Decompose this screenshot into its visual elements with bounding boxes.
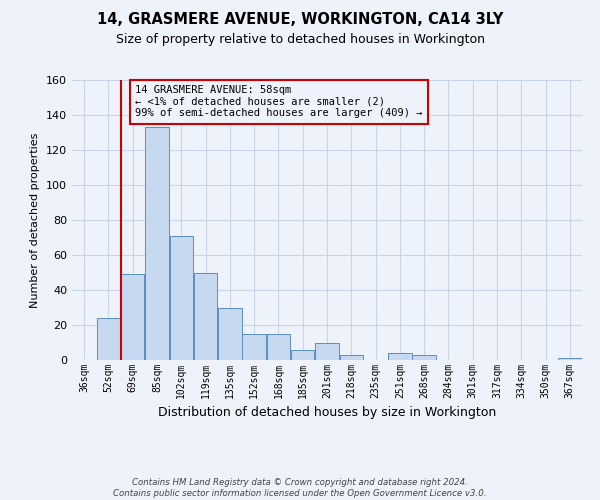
Bar bbox=[412, 355, 436, 360]
Text: 14 GRASMERE AVENUE: 58sqm
← <1% of detached houses are smaller (2)
99% of semi-d: 14 GRASMERE AVENUE: 58sqm ← <1% of detac… bbox=[135, 85, 422, 118]
Text: Size of property relative to detached houses in Workington: Size of property relative to detached ho… bbox=[115, 32, 485, 46]
Text: 14, GRASMERE AVENUE, WORKINGTON, CA14 3LY: 14, GRASMERE AVENUE, WORKINGTON, CA14 3L… bbox=[97, 12, 503, 28]
X-axis label: Distribution of detached houses by size in Workington: Distribution of detached houses by size … bbox=[158, 406, 496, 420]
Bar bbox=[145, 127, 169, 360]
Bar bbox=[194, 272, 217, 360]
Bar bbox=[266, 334, 290, 360]
Bar bbox=[340, 355, 363, 360]
Bar bbox=[170, 236, 193, 360]
Bar bbox=[291, 350, 314, 360]
Y-axis label: Number of detached properties: Number of detached properties bbox=[31, 132, 40, 308]
Bar bbox=[388, 353, 412, 360]
Bar bbox=[242, 334, 266, 360]
Bar bbox=[558, 358, 581, 360]
Text: Contains HM Land Registry data © Crown copyright and database right 2024.
Contai: Contains HM Land Registry data © Crown c… bbox=[113, 478, 487, 498]
Bar bbox=[218, 308, 242, 360]
Bar bbox=[315, 342, 339, 360]
Bar bbox=[97, 318, 120, 360]
Bar bbox=[121, 274, 145, 360]
